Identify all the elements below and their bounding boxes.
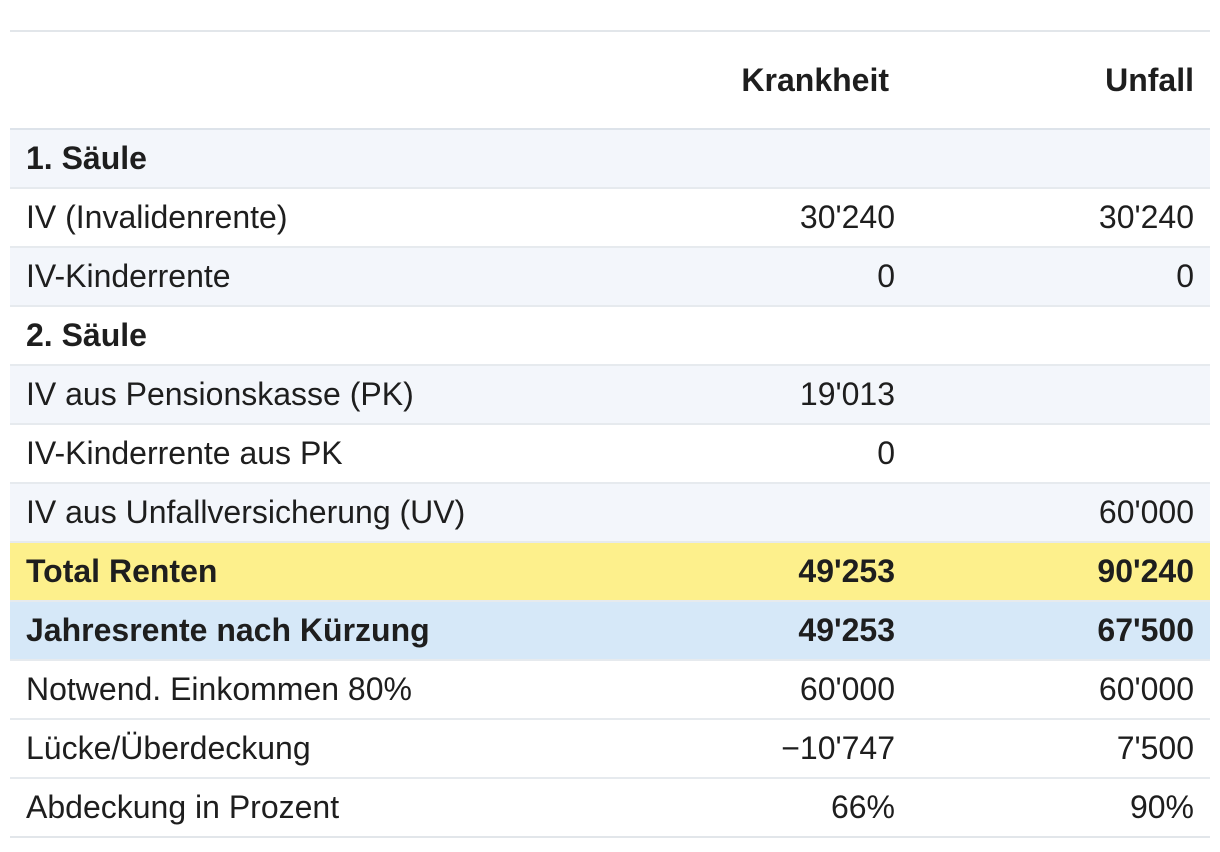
row-label: Lücke/Überdeckung xyxy=(10,719,630,779)
pension-table-container: Krankheit Unfall 1. Säule IV (Invalidenr… xyxy=(10,30,1210,838)
krankheit-value: 30'240 xyxy=(630,188,905,248)
row-label: IV-Kinderrente aus PK xyxy=(10,424,630,484)
row-label: IV-Kinderrente xyxy=(10,247,630,307)
table-row: Lücke/Überdeckung −10'747 7'500 xyxy=(10,719,1210,779)
table-header-row: Krankheit Unfall xyxy=(10,30,1210,130)
unfall-value: 7'500 xyxy=(905,719,1210,779)
krankheit-value xyxy=(630,306,905,366)
row-label: IV aus Unfallversicherung (UV) xyxy=(10,483,630,543)
row-label: Jahresrente nach Kürzung xyxy=(10,601,630,661)
table-row: IV-Kinderrente 0 0 xyxy=(10,247,1210,307)
unfall-value: 67'500 xyxy=(905,601,1210,661)
row-label: IV (Invalidenrente) xyxy=(10,188,630,248)
section-row-2-saeule: 2. Säule xyxy=(10,306,1210,366)
krankheit-value: 49'253 xyxy=(630,542,905,602)
row-label: Notwend. Einkommen 80% xyxy=(10,660,630,720)
header-label-column xyxy=(10,30,630,130)
unfall-value xyxy=(905,424,1210,484)
header-unfall: Unfall xyxy=(905,30,1210,130)
pension-coverage-table: Krankheit Unfall 1. Säule IV (Invalidenr… xyxy=(10,30,1210,838)
unfall-value xyxy=(905,129,1210,189)
unfall-value xyxy=(905,365,1210,425)
row-label: IV aus Pensionskasse (PK) xyxy=(10,365,630,425)
table-row: IV-Kinderrente aus PK 0 xyxy=(10,424,1210,484)
unfall-value: 0 xyxy=(905,247,1210,307)
unfall-value: 90'240 xyxy=(905,542,1210,602)
row-label: 1. Säule xyxy=(10,129,630,189)
table-row: Abdeckung in Prozent 66% 90% xyxy=(10,778,1210,838)
krankheit-value: 19'013 xyxy=(630,365,905,425)
total-renten-row: Total Renten 49'253 90'240 xyxy=(10,542,1210,602)
krankheit-value: 0 xyxy=(630,247,905,307)
krankheit-value: 60'000 xyxy=(630,660,905,720)
krankheit-value: 0 xyxy=(630,424,905,484)
unfall-value: 30'240 xyxy=(905,188,1210,248)
row-label: Total Renten xyxy=(10,542,630,602)
header-krankheit: Krankheit xyxy=(630,30,905,130)
unfall-value: 60'000 xyxy=(905,483,1210,543)
table-row: IV aus Unfallversicherung (UV) 60'000 xyxy=(10,483,1210,543)
krankheit-value: 49'253 xyxy=(630,601,905,661)
section-row-1-saeule: 1. Säule xyxy=(10,129,1210,189)
table-row: IV (Invalidenrente) 30'240 30'240 xyxy=(10,188,1210,248)
unfall-value: 90% xyxy=(905,778,1210,838)
krankheit-value: 66% xyxy=(630,778,905,838)
krankheit-value xyxy=(630,483,905,543)
unfall-value: 60'000 xyxy=(905,660,1210,720)
row-label: Abdeckung in Prozent xyxy=(10,778,630,838)
krankheit-value xyxy=(630,129,905,189)
jahresrente-row: Jahresrente nach Kürzung 49'253 67'500 xyxy=(10,601,1210,661)
table-row: Notwend. Einkommen 80% 60'000 60'000 xyxy=(10,660,1210,720)
krankheit-value: −10'747 xyxy=(630,719,905,779)
table-row: IV aus Pensionskasse (PK) 19'013 xyxy=(10,365,1210,425)
unfall-value xyxy=(905,306,1210,366)
row-label: 2. Säule xyxy=(10,306,630,366)
